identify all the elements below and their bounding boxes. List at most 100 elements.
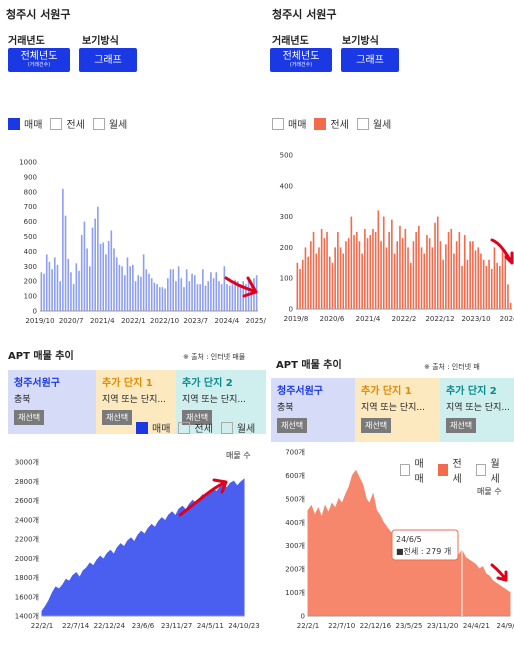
bar[interactable] xyxy=(137,275,140,311)
bar[interactable] xyxy=(169,269,172,311)
bar[interactable] xyxy=(296,262,299,309)
bar[interactable] xyxy=(350,216,353,309)
bar[interactable] xyxy=(180,278,183,311)
bar[interactable] xyxy=(331,262,334,309)
bar[interactable] xyxy=(499,265,501,309)
bar[interactable] xyxy=(250,282,253,311)
bar[interactable] xyxy=(369,235,372,309)
bar[interactable] xyxy=(391,219,393,309)
view-button[interactable]: 그래프 xyxy=(79,48,137,72)
legend-jeonse[interactable]: 전세 xyxy=(314,116,349,131)
bar[interactable] xyxy=(67,258,70,311)
legend-monthly[interactable]: 월세 xyxy=(92,116,127,131)
bar[interactable] xyxy=(442,259,444,309)
bar[interactable] xyxy=(455,241,458,309)
bar[interactable] xyxy=(107,240,110,311)
legend-sale[interactable]: 매매 xyxy=(272,116,306,131)
bar[interactable] xyxy=(220,284,223,311)
bar[interactable] xyxy=(299,268,301,309)
bar[interactable] xyxy=(482,259,485,309)
bar[interactable] xyxy=(507,284,509,309)
listing-legend-sale[interactable]: 매매 xyxy=(136,420,170,435)
bar[interactable] xyxy=(118,264,121,311)
bar[interactable] xyxy=(177,266,180,311)
bar[interactable] xyxy=(51,269,53,311)
bar[interactable] xyxy=(237,281,239,311)
bar[interactable] xyxy=(466,259,469,309)
legend-jeonse[interactable]: 전세 xyxy=(50,116,85,131)
bar[interactable] xyxy=(412,241,415,309)
listing-checkbox-monthly[interactable] xyxy=(476,464,487,476)
bar[interactable] xyxy=(353,235,355,309)
reselect-button[interactable]: 재선택 xyxy=(102,410,133,425)
bar[interactable] xyxy=(355,232,358,309)
checkbox-sale[interactable] xyxy=(8,117,20,130)
bar[interactable] xyxy=(323,238,326,309)
bar[interactable] xyxy=(148,273,150,311)
bar[interactable] xyxy=(385,247,388,309)
series-area[interactable] xyxy=(41,478,245,617)
bar[interactable] xyxy=(132,264,134,311)
bar[interactable] xyxy=(490,268,493,309)
reselect-button[interactable]: 재선택 xyxy=(277,418,308,433)
bar[interactable] xyxy=(167,278,169,311)
bar[interactable] xyxy=(196,284,199,311)
bar[interactable] xyxy=(247,281,250,311)
bar[interactable] xyxy=(377,210,380,309)
bar[interactable] xyxy=(140,276,142,311)
bar[interactable] xyxy=(423,253,426,309)
bar[interactable] xyxy=(70,272,72,311)
bar[interactable] xyxy=(388,232,390,309)
bar[interactable] xyxy=(91,227,94,311)
bar[interactable] xyxy=(374,232,377,309)
bar[interactable] xyxy=(215,272,218,311)
bar[interactable] xyxy=(393,253,396,309)
bar[interactable] xyxy=(361,253,363,309)
bar[interactable] xyxy=(234,279,236,311)
bar[interactable] xyxy=(212,278,215,311)
bar[interactable] xyxy=(175,281,177,311)
bar[interactable] xyxy=(493,247,496,309)
bar[interactable] xyxy=(485,265,488,309)
bar[interactable] xyxy=(253,278,255,311)
bar[interactable] xyxy=(188,281,191,311)
bar[interactable] xyxy=(428,238,431,309)
bar[interactable] xyxy=(245,284,247,311)
bar[interactable] xyxy=(145,269,148,311)
bar[interactable] xyxy=(453,253,455,309)
bar[interactable] xyxy=(382,216,385,309)
bar[interactable] xyxy=(399,225,401,309)
bar[interactable] xyxy=(480,253,482,309)
bar[interactable] xyxy=(334,247,336,309)
checkbox-jeonse[interactable] xyxy=(314,117,327,130)
bar[interactable] xyxy=(304,247,307,309)
bar[interactable] xyxy=(439,241,442,309)
bar[interactable] xyxy=(156,284,158,311)
listing-checkbox-jeonse[interactable] xyxy=(178,421,191,434)
bar[interactable] xyxy=(88,266,91,311)
bar[interactable] xyxy=(488,259,490,309)
listing-checkbox-jeonse[interactable] xyxy=(438,464,449,476)
listing-legend-sale[interactable]: 매매 xyxy=(400,455,430,485)
year-button[interactable]: 전체년도 (거래건수) xyxy=(8,48,70,72)
bar[interactable] xyxy=(469,241,471,309)
bar[interactable] xyxy=(337,232,339,309)
card-main[interactable]: 청주서원구 충북 재선택 xyxy=(271,378,355,442)
bar[interactable] xyxy=(436,216,439,309)
bar[interactable] xyxy=(509,302,512,309)
bar[interactable] xyxy=(172,269,175,311)
bar[interactable] xyxy=(401,238,404,309)
bar[interactable] xyxy=(364,228,366,309)
listing-legend-jeonse[interactable]: 전세 xyxy=(438,455,468,485)
bar[interactable] xyxy=(409,262,412,309)
bar[interactable] xyxy=(199,284,201,311)
bar[interactable] xyxy=(458,232,461,309)
bar[interactable] xyxy=(218,281,220,311)
bar[interactable] xyxy=(164,288,166,311)
reselect-button[interactable]: 재선택 xyxy=(361,418,392,433)
bar[interactable] xyxy=(45,254,48,311)
bar[interactable] xyxy=(312,232,315,309)
bar[interactable] xyxy=(78,270,80,311)
card-extra-2[interactable]: 추가 단지 2 지역 또는 단지... 재선택 xyxy=(176,370,266,434)
bar[interactable] xyxy=(496,262,498,309)
